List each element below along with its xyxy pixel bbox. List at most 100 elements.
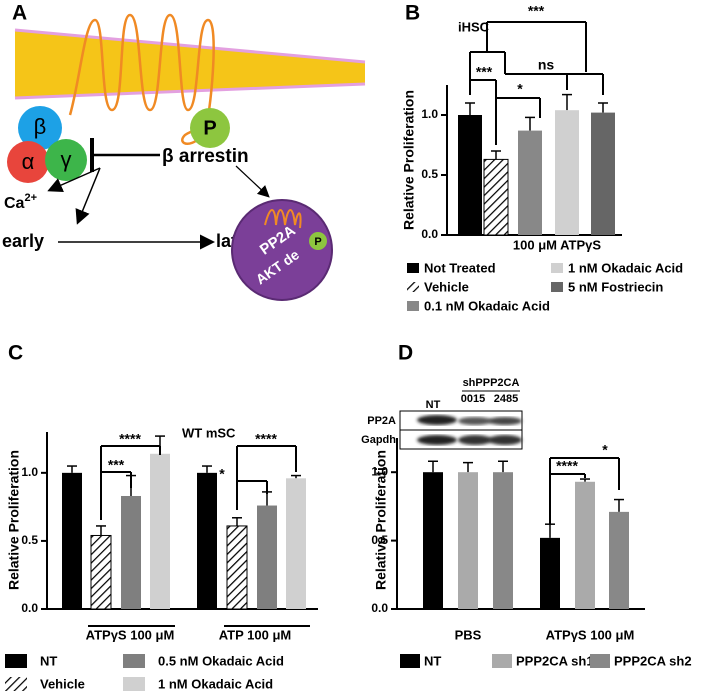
x-tick-label: PBS bbox=[455, 627, 482, 642]
y-tick-label: 1.0 bbox=[421, 107, 438, 121]
bar bbox=[286, 478, 306, 609]
significance-label: **** bbox=[119, 431, 141, 447]
significance-label: ns bbox=[538, 57, 555, 73]
arrow bbox=[235, 165, 270, 198]
legend-label: PPP2CA sh2 bbox=[614, 653, 692, 668]
legend-swatch bbox=[551, 282, 563, 292]
significance-label: *** bbox=[528, 3, 545, 19]
y-tick-label: 1.0 bbox=[371, 464, 388, 478]
y-axis-label: Relative Proliferation bbox=[6, 450, 22, 590]
legend-swatch bbox=[5, 654, 27, 668]
band bbox=[488, 435, 522, 445]
bar bbox=[62, 472, 82, 609]
legend-label: Vehicle bbox=[40, 676, 85, 691]
g-alpha bbox=[7, 141, 49, 183]
membrane-edge bbox=[14, 28, 366, 64]
legend-swatch bbox=[5, 677, 27, 691]
label: γ bbox=[61, 147, 72, 172]
legend-label: 0.1 nM Okadaic Acid bbox=[424, 298, 550, 313]
label: β bbox=[34, 114, 47, 139]
significance-label: *** bbox=[476, 64, 493, 80]
y-tick-label: 0.0 bbox=[21, 601, 38, 615]
bar bbox=[257, 505, 277, 609]
legend-swatch bbox=[123, 677, 145, 691]
label: Ca2+ bbox=[4, 192, 37, 212]
diagram: A β α γ P β arrestin Ca2+ early later PP… bbox=[2, 2, 366, 301]
bar bbox=[458, 115, 482, 235]
pp2a-complex bbox=[231, 199, 333, 301]
g-gamma bbox=[45, 139, 87, 181]
bar bbox=[575, 481, 595, 609]
legend-label: 0.5 nM Okadaic Acid bbox=[158, 653, 284, 668]
y-tick-label: 0.0 bbox=[421, 227, 438, 241]
band bbox=[458, 435, 492, 445]
y-tick-label: 1.0 bbox=[21, 465, 38, 479]
legend-label: 1 nM Okadaic Acid bbox=[158, 676, 273, 691]
row-label: Gapdh bbox=[361, 434, 396, 446]
legend-swatch bbox=[551, 263, 563, 273]
label: P bbox=[203, 117, 216, 139]
bar bbox=[150, 453, 170, 609]
label: early bbox=[2, 231, 44, 251]
bar bbox=[493, 472, 513, 609]
band bbox=[458, 417, 492, 425]
phospho bbox=[190, 108, 230, 148]
x-tick-label: ATPγS 100 μM bbox=[86, 627, 175, 642]
significance-label: * bbox=[219, 466, 225, 482]
treatment-label: 100 μM ATPγS bbox=[513, 237, 601, 252]
bar bbox=[555, 110, 579, 235]
legend-swatch bbox=[407, 282, 419, 292]
band bbox=[417, 435, 457, 445]
membrane bbox=[15, 30, 365, 98]
y-tick-label: 0.0 bbox=[371, 601, 388, 615]
legend-label: NT bbox=[40, 653, 57, 668]
significance-label: **** bbox=[556, 458, 578, 474]
legend-label: PPP2CA sh1 bbox=[516, 653, 594, 668]
legend-swatch bbox=[400, 654, 420, 668]
bar bbox=[197, 472, 217, 609]
chart-title: iHSC bbox=[458, 19, 490, 34]
y-axis-label: Relative Proliferation bbox=[401, 90, 417, 230]
bar bbox=[518, 130, 542, 235]
bar bbox=[423, 472, 443, 609]
band bbox=[417, 415, 457, 425]
bar bbox=[540, 537, 560, 609]
bar bbox=[90, 534, 112, 610]
label: P bbox=[314, 236, 321, 248]
blot-group: shPPP2CA bbox=[463, 377, 520, 389]
lane-label: NT bbox=[426, 399, 441, 411]
significance-label: **** bbox=[255, 431, 277, 447]
legend-swatch bbox=[590, 654, 610, 668]
significance-label: * bbox=[517, 81, 523, 97]
legend-label: Vehicle bbox=[424, 279, 469, 294]
bar bbox=[458, 472, 478, 609]
y-tick-label: 0.5 bbox=[371, 533, 388, 547]
panel-label: B bbox=[405, 2, 420, 25]
legend-label: Not Treated bbox=[424, 260, 496, 275]
arrow bbox=[47, 167, 101, 193]
legend-label: 5 nM Fostriecin bbox=[568, 279, 663, 294]
panel-label: C bbox=[8, 342, 23, 365]
x-tick-label: ATPγS 100 μM bbox=[546, 627, 635, 642]
bar bbox=[226, 525, 248, 610]
row-label: PP2A bbox=[367, 415, 396, 427]
legend-swatch bbox=[407, 263, 419, 273]
significance-label: * bbox=[602, 442, 608, 458]
legend-label: 1 nM Okadaic Acid bbox=[568, 260, 683, 275]
bar bbox=[121, 495, 141, 609]
legend-swatch bbox=[123, 654, 145, 668]
lane-label: 0015 bbox=[461, 393, 485, 405]
y-tick-label: 0.5 bbox=[21, 533, 38, 547]
panel-label: D bbox=[398, 342, 413, 365]
phospho bbox=[309, 232, 327, 250]
receptor bbox=[264, 209, 302, 229]
panel-label: A bbox=[12, 2, 27, 25]
x-tick-label: ATP 100 μM bbox=[219, 627, 292, 642]
western-blot: shPPP2CA NT 0015 2485 PP2A Gapdh bbox=[361, 377, 523, 450]
legend-swatch bbox=[407, 301, 419, 311]
g-beta bbox=[18, 106, 62, 150]
lane-label: 2485 bbox=[494, 393, 518, 405]
legend-swatch bbox=[492, 654, 512, 668]
arrow bbox=[75, 167, 101, 225]
label: β arrestin bbox=[162, 146, 249, 167]
